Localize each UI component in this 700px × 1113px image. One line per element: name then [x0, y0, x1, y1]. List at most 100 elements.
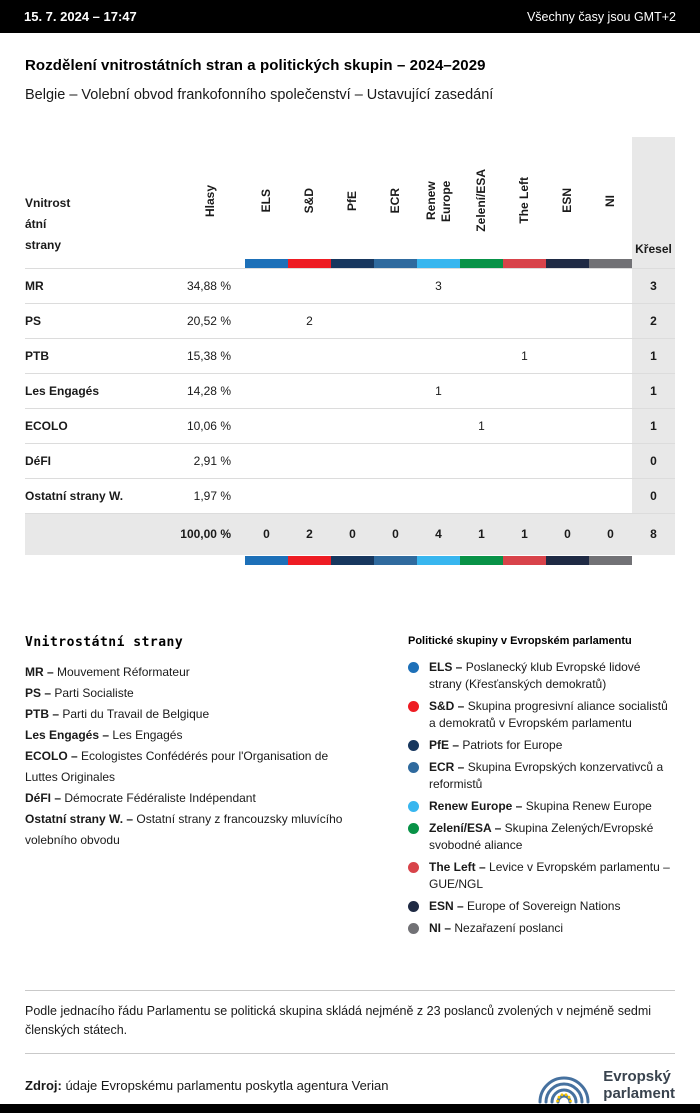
- group-seat-cell: [374, 477, 417, 513]
- group-seat-cell: [245, 267, 288, 303]
- political-groups-legend: Politické skupiny v Evropském parlamentu…: [408, 635, 675, 942]
- column-header-ecr: ECR: [388, 188, 402, 214]
- page-title: Rozdělení vnitrostátních stran a politic…: [25, 57, 486, 74]
- group-seat-cell: [417, 477, 460, 513]
- legend-item: DéFI – Démocrate Fédéraliste Indépendant: [25, 791, 256, 805]
- votes-column-header: Hlasy: [202, 184, 217, 217]
- total-seats-cell: 8: [632, 512, 675, 555]
- group-seat-cell: [331, 337, 374, 373]
- ep-logo-mark: [538, 1076, 590, 1104]
- seats-cell: 1: [632, 337, 675, 373]
- seats-cell: 1: [632, 407, 675, 443]
- ecr-legend-dot: [408, 762, 419, 773]
- total-group-cell: 4: [417, 512, 460, 555]
- total-group-cell: 0: [589, 512, 632, 555]
- group-seat-cell: [503, 302, 546, 338]
- votes-cell: 1,97 %: [175, 477, 245, 513]
- group-seat-cell: [460, 267, 503, 303]
- national-parties-legend: Vnitrostátní strany MR – Mouvement Réfor…: [25, 635, 381, 942]
- legend-item: The Left – Levice v Evropském parlamentu…: [408, 859, 675, 893]
- pfe-color-bar: [331, 555, 374, 565]
- column-header-els: ELS: [259, 189, 273, 213]
- group-seat-cell: [374, 442, 417, 478]
- group-seat-cell: [288, 337, 331, 373]
- group-seat-cell: [288, 372, 331, 408]
- sd-color-bar: [288, 555, 331, 565]
- column-header-pfe: PfE: [345, 190, 359, 211]
- group-seat-cell: [503, 407, 546, 443]
- ecr-color-bar: [374, 555, 417, 565]
- group-seat-cell: [460, 372, 503, 408]
- party-name-cell: PTB: [25, 337, 175, 373]
- main-content: Rozdělení vnitrostátních stran a politic…: [0, 57, 700, 1108]
- legend-item: Renew Europe – Skupina Renew Europe: [408, 798, 675, 815]
- total-group-cell: 0: [331, 512, 374, 555]
- total-votes-cell: 100,00 %: [175, 512, 245, 555]
- left-color-bar: [503, 555, 546, 565]
- esn-color-bar: [546, 258, 589, 268]
- party-name-cell: MR: [25, 267, 175, 303]
- group-seat-cell: [546, 372, 589, 408]
- greens-legend-dot: [408, 823, 419, 834]
- greens-color-bar: [460, 555, 503, 565]
- group-seat-cell: [288, 477, 331, 513]
- group-seat-cell: [331, 372, 374, 408]
- legend-item: Les Engagés – Les Engagés: [25, 728, 183, 742]
- ni-legend-dot: [408, 923, 419, 934]
- group-seat-cell: [288, 407, 331, 443]
- table-row-les-engages: Les Engagés 14,28 % 1 1: [25, 372, 675, 408]
- sd-color-bar: [288, 258, 331, 268]
- column-header-sd: S&D: [302, 188, 316, 214]
- left-color-bar: [503, 258, 546, 268]
- group-seat-cell: [460, 302, 503, 338]
- page-subtitle: Belgie – Volební obvod frankofonního spo…: [25, 87, 494, 103]
- group-seat-cell: [503, 267, 546, 303]
- group-seat-cell: [417, 442, 460, 478]
- national-parties-legend-title: Vnitrostátní strany: [25, 635, 184, 650]
- table-row-defi: DéFI 2,91 % 0: [25, 442, 675, 478]
- group-seat-cell: [417, 337, 460, 373]
- group-seat-cell: [460, 442, 503, 478]
- group-seat-cell: [374, 407, 417, 443]
- legend-item: S&D – Skupina progresivní aliance social…: [408, 698, 675, 732]
- group-seat-cell: [546, 477, 589, 513]
- divider: [25, 990, 675, 991]
- party-name-cell: PS: [25, 302, 175, 338]
- renew-color-bar: [417, 258, 460, 268]
- els-legend-dot: [408, 662, 419, 673]
- seats-cell: 0: [632, 477, 675, 513]
- group-seat-cell: [589, 407, 632, 443]
- seats-column-header: Křesel: [635, 241, 672, 256]
- party-name-cell: ECOLO: [25, 407, 175, 443]
- group-seat-cell: [460, 477, 503, 513]
- party-name-cell: Ostatní strany W.: [25, 477, 175, 513]
- group-seat-cell: [503, 372, 546, 408]
- legend-item: ELS – Poslanecký klub Evropské lidové st…: [408, 659, 675, 693]
- group-seat-cell: [245, 372, 288, 408]
- legend-item: Ostatní strany W. – Ostatní strany z fra…: [25, 812, 343, 847]
- legend-item: ECR – Skupina Evropských konzervativců a…: [408, 759, 675, 793]
- legend-item: ECOLO – Ecologistes Confédérés pour l'Or…: [25, 749, 329, 784]
- group-seat-cell: [245, 302, 288, 338]
- legend-item: PS – Parti Socialiste: [25, 686, 134, 700]
- parties-column-header: Vnitrost átní strany: [25, 195, 71, 252]
- column-header-greens-efa: Zelení/ESA: [474, 169, 488, 233]
- table-row-ecolo: ECOLO 10,06 % 1 1: [25, 407, 675, 443]
- votes-cell: 14,28 %: [175, 372, 245, 408]
- group-seat-cell: [503, 477, 546, 513]
- group-seat-cell: [589, 267, 632, 303]
- topbar-datetime: 15. 7. 2024 – 17:47: [24, 9, 137, 24]
- footnote: Podle jednacího řádu Parlamentu se polit…: [25, 1004, 652, 1037]
- group-seat-cell: [331, 442, 374, 478]
- votes-cell: 2,91 %: [175, 442, 245, 478]
- ep-logo-text: Evropský parlament: [603, 1067, 675, 1102]
- group-seat-cell: [374, 372, 417, 408]
- group-seat-cell: [589, 372, 632, 408]
- source-label: Zdroj:: [25, 1077, 62, 1093]
- left-legend-dot: [408, 862, 419, 873]
- seats-cell: 2: [632, 302, 675, 338]
- seats-cell: 1: [632, 372, 675, 408]
- group-seat-cell: 1: [417, 372, 460, 408]
- sd-legend-dot: [408, 701, 419, 712]
